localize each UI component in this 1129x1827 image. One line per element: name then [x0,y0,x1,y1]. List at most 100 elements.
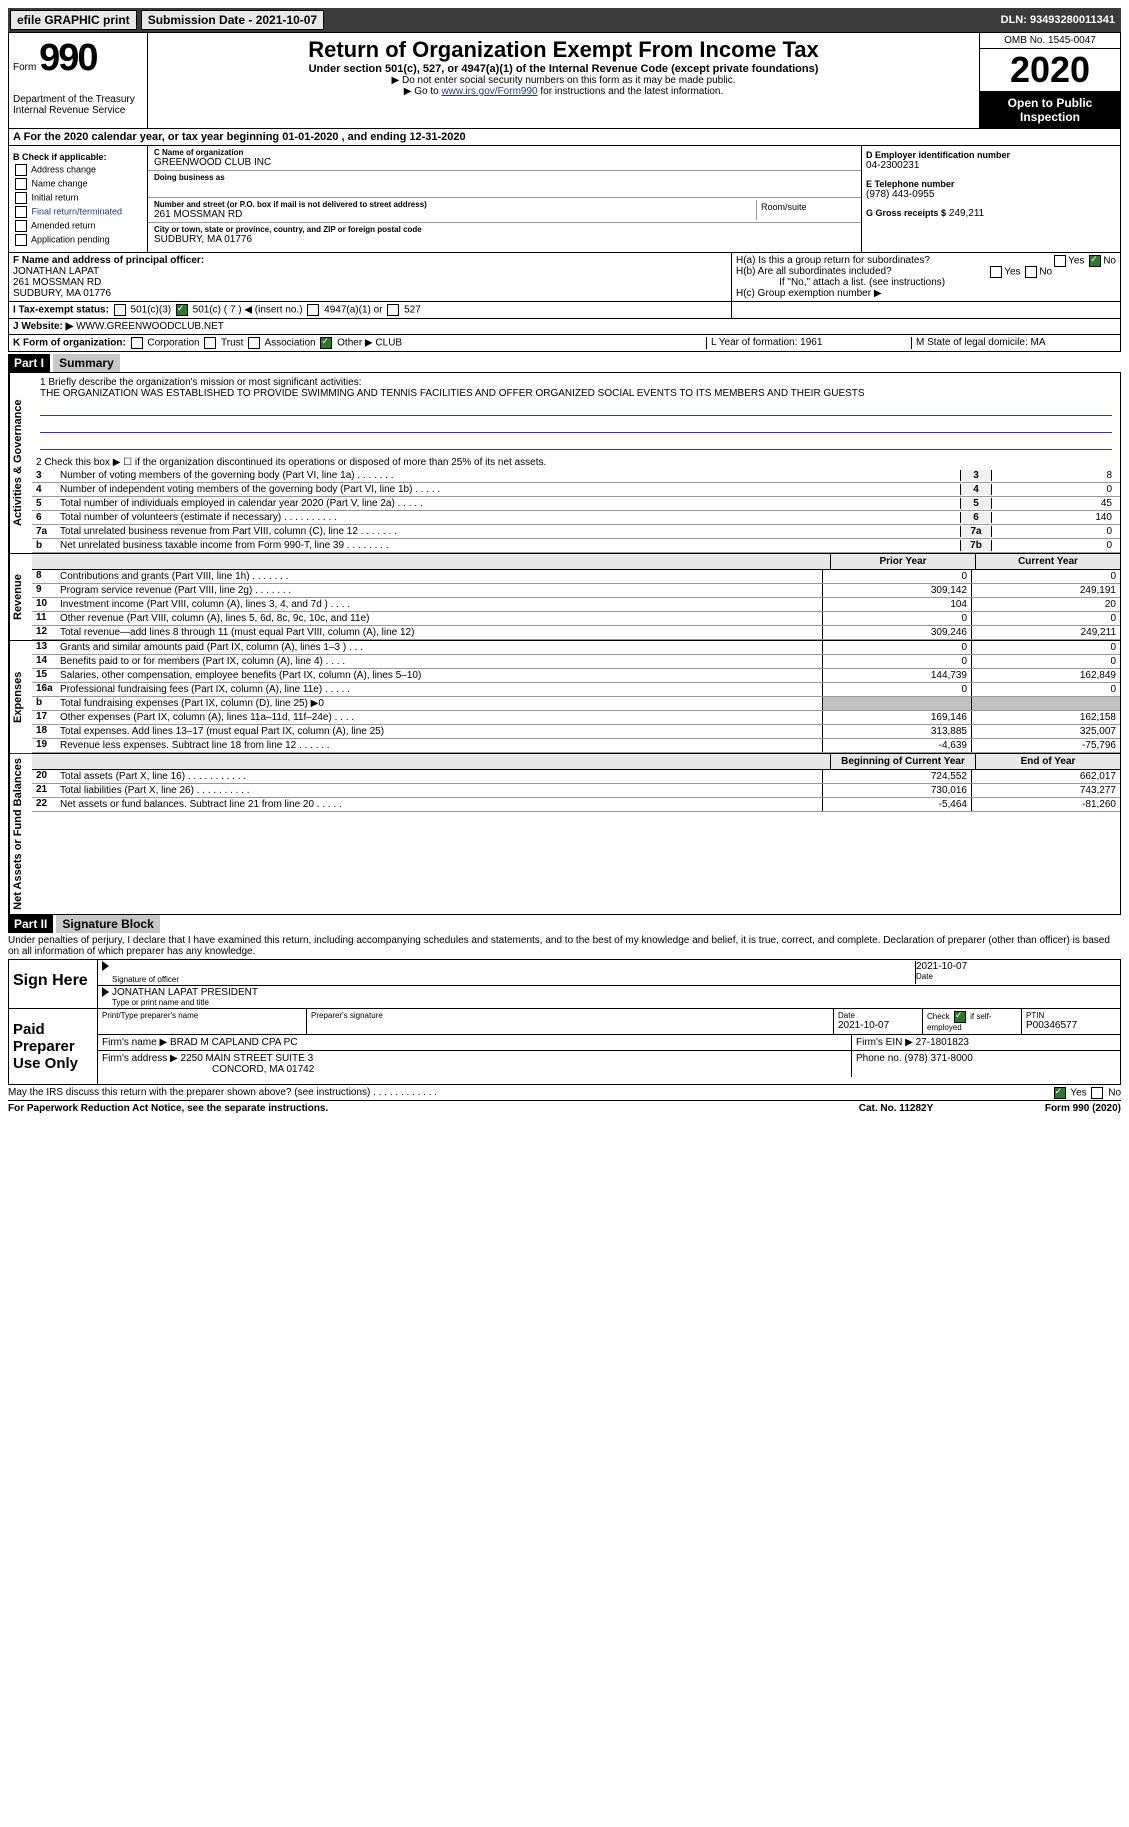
opt-amended-return[interactable]: Amended return [13,220,143,232]
section-d: D Employer identification number 04-2300… [861,146,1120,252]
col-end-year: End of Year [975,754,1120,769]
sign-here-block: Sign Here Signature of officer 2021-10-0… [8,959,1121,1009]
tel-value: (978) 443-0955 [866,189,1116,200]
gross-value: 249,211 [949,208,984,219]
line1-label: 1 Briefly describe the organization's mi… [40,377,1112,388]
section-c: C Name of organization GREENWOOD CLUB IN… [148,146,861,252]
ein-label: D Employer identification number [866,150,1116,160]
paid-preparer-label: Paid Preparer Use Only [9,1009,98,1084]
opt-527[interactable]: 527 [404,305,421,316]
opt-assoc[interactable]: Association [264,338,315,349]
part1-title: Summary [53,354,120,372]
fin-line: bTotal fundraising expenses (Part IX, co… [32,697,1120,711]
mission-text: THE ORGANIZATION WAS ESTABLISHED TO PROV… [40,388,1112,399]
city-value: SUDBURY, MA 01776 [154,234,855,245]
underline-1 [40,401,1112,416]
sig-date-value: 2021-10-07 [916,961,1116,972]
underline-2 [40,418,1112,433]
ha-row: H(a) Is this a group return for subordin… [736,255,1116,266]
dba-label: Doing business as [154,173,855,182]
sig-line-2: JONATHAN LAPAT PRESIDENT Type or print n… [98,986,1120,1008]
prep-body: Print/Type preparer's name Preparer's si… [98,1009,1120,1084]
prep-date-label: Date [838,1011,918,1020]
section-l: L Year of formation: 1961 [706,337,911,349]
tel-label: E Telephone number [866,179,1116,189]
fin-line: 17Other expenses (Part IX, column (A), l… [32,711,1120,725]
exp-body: 13Grants and similar amounts paid (Part … [32,641,1120,753]
addr-row: Number and street (or P.O. box if mail i… [148,198,861,223]
ptin-label: PTIN [1026,1011,1116,1020]
fin-line: 19Revenue less expenses. Subtract line 1… [32,739,1120,753]
sig-date-label: Date [916,972,1116,981]
gross-field: G Gross receipts $ 249,211 [866,208,1116,219]
prep-self-employed: Check if self-employed [923,1009,1022,1034]
prep-sig-label: Preparer's signature [311,1011,829,1020]
firm-phone-label: Phone no. [856,1053,902,1064]
entity-block: B Check if applicable: Address change Na… [8,146,1121,253]
section-i-right [731,302,1120,318]
summary-line: 3Number of voting members of the governi… [32,469,1120,483]
dba-cell: Doing business as [148,171,861,198]
fin-line: 8Contributions and grants (Part VIII, li… [32,570,1120,584]
opt-trust[interactable]: Trust [221,338,243,349]
tax-year: 2020 [980,49,1120,92]
col-prior-year: Prior Year [830,554,975,569]
footer-catno: Cat. No. 11282Y [821,1103,971,1114]
col-current-year: Current Year [975,554,1120,569]
firm-name-label: Firm's name ▶ [102,1037,167,1048]
opt-initial-return[interactable]: Initial return [13,192,143,204]
discuss-text: May the IRS discuss this return with the… [8,1087,437,1098]
paid-preparer-block: Paid Preparer Use Only Print/Type prepar… [8,1009,1121,1085]
fin-line: 9Program service revenue (Part VIII, lin… [32,584,1120,598]
fin-line: 14Benefits paid to or for members (Part … [32,655,1120,669]
footer-paperwork: For Paperwork Reduction Act Notice, see … [8,1103,821,1114]
opt-other[interactable]: Other ▶ [337,338,372,349]
officer-addr2: SUDBURY, MA 01776 [13,288,727,299]
part1-header: Part I [8,354,50,372]
prep-name-label: Print/Type preparer's name [102,1011,302,1020]
fin-line: 11Other revenue (Part VIII, column (A), … [32,612,1120,626]
ha-label: H(a) Is this a group return for subordin… [736,255,930,266]
opt-address-change[interactable]: Address change [13,164,143,176]
hc-label: H(c) Group exemption number ▶ [736,288,1116,299]
opt-application-pending[interactable]: Application pending [13,234,143,246]
instr-post: for instructions and the latest informat… [540,86,723,97]
top-bar: efile GRAPHIC print Submission Date - 20… [8,8,1121,32]
gross-label: G Gross receipts $ [866,208,946,218]
tel-field: E Telephone number (978) 443-0955 [866,179,1116,200]
opt-501c[interactable]: 501(c) ( 7 ) ◀ (insert no.) [193,305,303,316]
fin-line: 10Investment income (Part VIII, column (… [32,598,1120,612]
officer-printed-name: JONATHAN LAPAT PRESIDENT [112,987,1116,998]
instr-ssn: ▶ Do not enter social security numbers o… [152,75,975,86]
k-label: K Form of organization: [13,338,126,349]
officer-name: JONATHAN LAPAT [13,266,727,277]
line2-text: 2 Check this box ▶ ☐ if the organization… [36,457,1116,468]
omb-number: OMB No. 1545-0047 [980,33,1120,49]
efile-chip[interactable]: efile GRAPHIC print [10,10,137,30]
irs-link[interactable]: www.irs.gov/Form990 [441,86,537,97]
opt-4947[interactable]: 4947(a)(1) or [324,305,382,316]
firm-name: BRAD M CAPLAND CPA PC [170,1037,298,1048]
part1-netassets: Net Assets or Fund Balances Beginning of… [8,754,1121,915]
sign-here-label: Sign Here [9,960,98,1008]
addr-label: Number and street (or P.O. box if mail i… [154,200,756,209]
opt-name-change[interactable]: Name change [13,178,143,190]
sig-officer-label: Signature of officer [112,975,915,984]
instr-link-line: ▶ Go to www.irs.gov/Form990 for instruct… [152,86,975,97]
city-label: City or town, state or province, country… [154,225,855,234]
opt-501c3[interactable]: 501(c)(3) [131,305,172,316]
org-name-label: C Name of organization [154,148,855,157]
room-cell: Room/suite [757,200,855,220]
part2-title: Signature Block [56,915,159,933]
tri-icon [102,961,109,971]
org-name-cell: C Name of organization GREENWOOD CLUB IN… [148,146,861,171]
form-title: Return of Organization Exempt From Incom… [152,37,975,63]
opt-final-return[interactable]: Final return/terminated [13,206,143,218]
rev-col-header: Prior Year Current Year [32,554,1120,570]
dept-irs: Internal Revenue Service [13,105,143,116]
ein-value: 04-2300231 [866,160,1116,171]
opt-corp[interactable]: Corporation [147,338,199,349]
part1-revenue: Revenue Prior Year Current Year 8Contrib… [8,554,1121,641]
form-header: Form 990 Department of the Treasury Inte… [8,32,1121,129]
form-subtitle: Under section 501(c), 527, or 4947(a)(1)… [152,63,975,75]
